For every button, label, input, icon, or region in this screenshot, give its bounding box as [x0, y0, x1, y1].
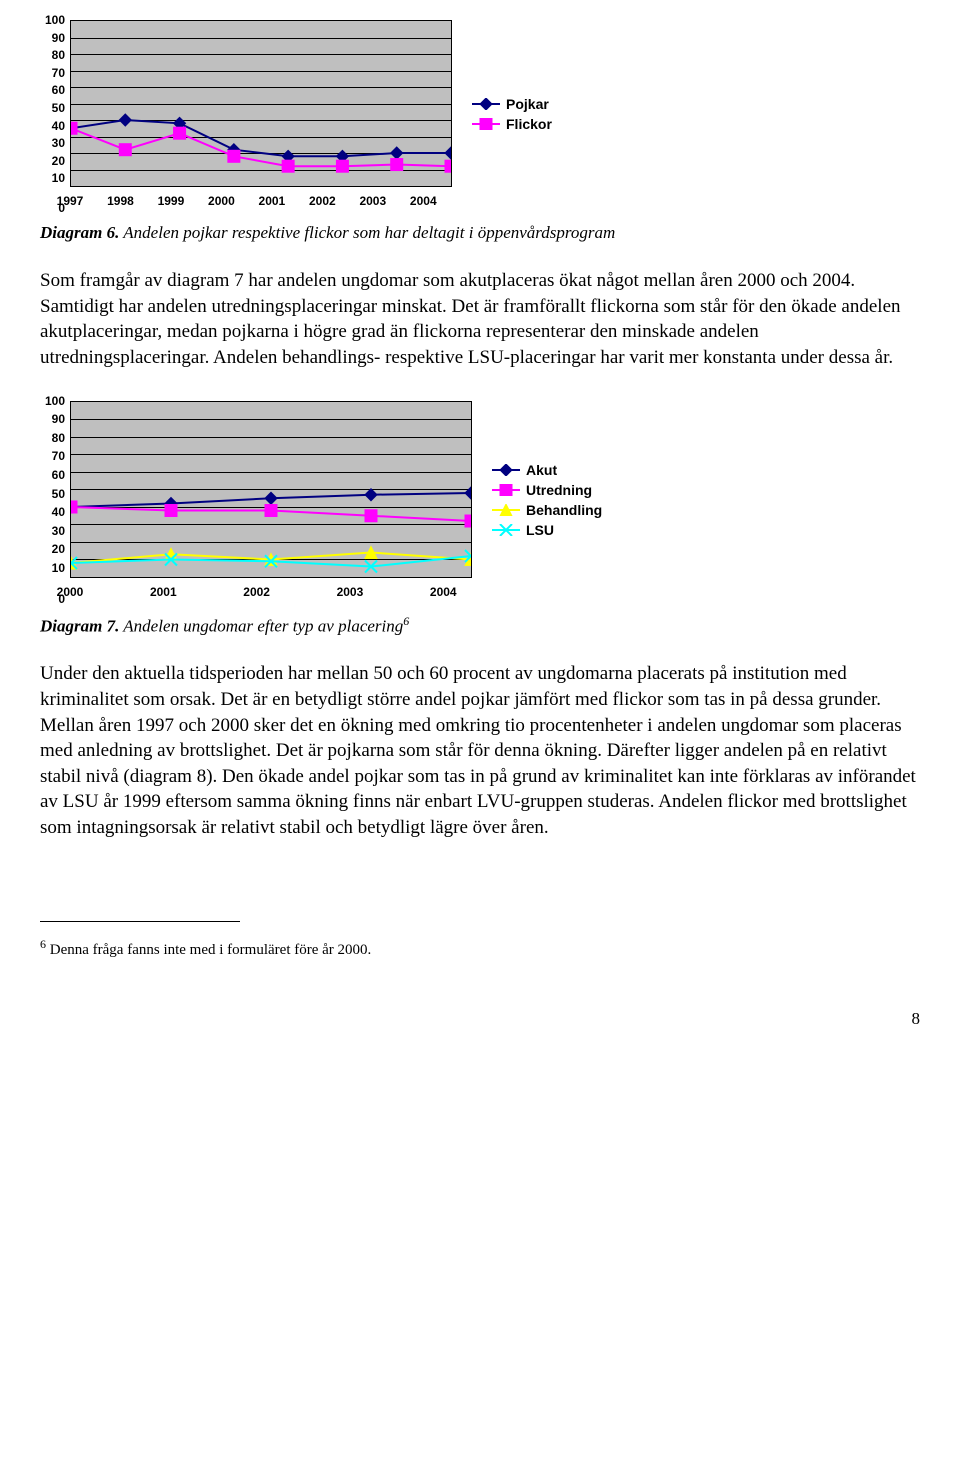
footnote-separator — [40, 921, 240, 922]
footnote-text: Denna fråga fanns inte med i formuläret … — [46, 942, 371, 958]
caption-7-prefix: Diagram 7. — [40, 616, 119, 635]
caption-6-prefix: Diagram 6. — [40, 223, 119, 242]
paragraph-2: Under den aktuella tidsperioden har mell… — [40, 661, 920, 840]
caption-7: Diagram 7. Andelen ungdomar efter typ av… — [40, 614, 920, 637]
chart-7-legend-item: Utredning — [492, 482, 602, 498]
caption-6-rest: Andelen pojkar respektive flickor som ha… — [119, 223, 615, 242]
chart-7-legend-item: LSU — [492, 522, 602, 538]
chart-6-plot: 1009080706050403020100199719981999200020… — [70, 20, 452, 208]
caption-7-rest: Andelen ungdomar efter typ av placering — [119, 616, 403, 635]
chart-7-legend: Akut Utredning Behandling LSU — [492, 458, 602, 542]
paragraph-1: Som framgår av diagram 7 har andelen ung… — [40, 268, 920, 371]
chart-7-legend-item: Behandling — [492, 502, 602, 518]
chart-6-legend-item: Flickor — [472, 116, 552, 132]
chart-7: 1009080706050403020100 20002001200220032… — [40, 401, 920, 599]
page-number: 8 — [40, 1009, 920, 1029]
chart-7-plot: 1009080706050403020100 20002001200220032… — [70, 401, 472, 599]
chart-7-legend-item: Akut — [492, 462, 602, 478]
footnote: 6 Denna fråga fanns inte med i formuläre… — [40, 937, 920, 959]
chart-6-legend: Pojkar Flickor — [472, 92, 552, 136]
chart-6-legend-item: Pojkar — [472, 96, 552, 112]
chart-6: 1009080706050403020100199719981999200020… — [40, 20, 920, 208]
caption-6: Diagram 6. Andelen pojkar respektive fli… — [40, 223, 920, 243]
caption-7-sup: 6 — [403, 614, 409, 628]
